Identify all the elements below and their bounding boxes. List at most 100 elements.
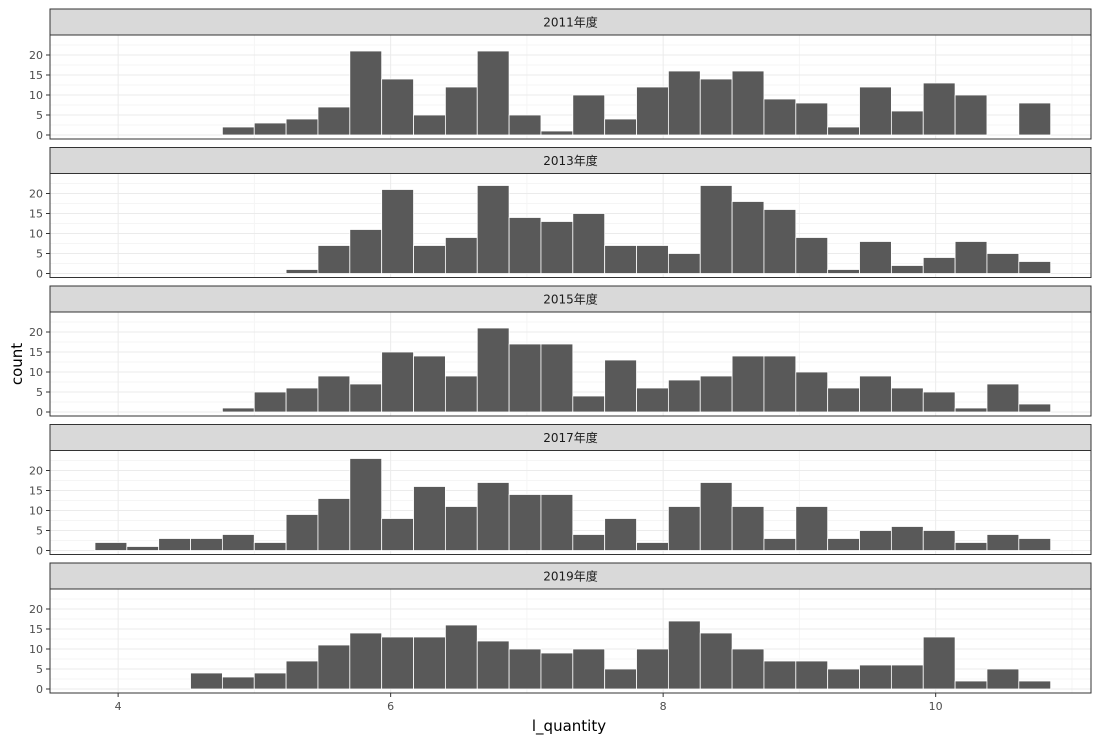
histogram-bar: [827, 387, 860, 413]
histogram-bar: [285, 118, 319, 136]
histogram-bar: [827, 269, 860, 274]
histogram-bar: [1018, 538, 1052, 551]
histogram-bar: [317, 375, 351, 413]
histogram-bar: [1018, 102, 1052, 136]
histogram-bar: [890, 526, 924, 551]
histogram-bar: [890, 664, 924, 690]
histogram-bar: [381, 78, 414, 136]
histogram-bar: [667, 506, 701, 551]
histogram-bar: [859, 86, 892, 136]
histogram-bar: [253, 542, 287, 551]
y-tick-label: 20: [29, 465, 43, 478]
histogram-bar: [413, 486, 446, 551]
histogram-bar: [1018, 680, 1052, 690]
histogram-bar: [763, 98, 797, 136]
histogram-bar: [795, 660, 829, 690]
y-tick-label: 5: [36, 663, 43, 676]
histogram-bar: [444, 375, 478, 413]
histogram-bar: [731, 648, 765, 690]
histogram-bar: [221, 534, 255, 551]
histogram-bar: [763, 538, 797, 551]
histogram-bar: [253, 672, 287, 690]
y-tick-label: 15: [29, 623, 43, 636]
histogram-bar: [731, 201, 765, 274]
panel-border: [49, 588, 1092, 694]
histogram-bar: [540, 343, 574, 413]
histogram-bar: [1018, 261, 1052, 274]
y-tick-label: 20: [29, 603, 43, 616]
histogram-bar: [540, 494, 574, 551]
histogram-bar: [572, 395, 606, 413]
y-tick-label: 10: [29, 643, 43, 656]
histogram-bar: [253, 391, 287, 413]
histogram-bar: [604, 668, 637, 690]
histogram-bar: [413, 355, 446, 413]
histogram-bar: [636, 245, 669, 274]
y-tick-label: 0: [36, 683, 43, 696]
y-tick-label: 0: [36, 545, 43, 558]
histogram-bar: [285, 387, 319, 413]
histogram-bar: [699, 375, 733, 413]
histogram-bar: [221, 407, 255, 413]
histogram-bar: [827, 668, 860, 690]
histogram-bar: [444, 506, 478, 551]
facet-strip: [49, 562, 1092, 590]
histogram-bar: [636, 648, 669, 690]
histogram-bar: [795, 371, 829, 413]
facet-panel: 2017年度 0 5 10 15 20: [29, 424, 1092, 558]
histogram-bar: [604, 518, 637, 551]
histogram-bar: [253, 122, 287, 136]
y-tick-label: 15: [29, 485, 43, 498]
y-tick-label: 0: [36, 406, 43, 419]
y-axis-title: count: [8, 343, 26, 385]
histogram-bar: [126, 546, 160, 551]
histogram-bar: [508, 217, 542, 274]
histogram-bar: [349, 229, 383, 274]
panel-border: [49, 450, 1092, 555]
histogram-bar: [317, 106, 351, 136]
histogram-bar: [540, 221, 574, 274]
histogram-bar: [317, 245, 351, 274]
y-tick-label: 10: [29, 505, 43, 518]
facet-strip-label: 2011年度: [543, 15, 598, 30]
x-tick-label: 6: [387, 700, 394, 713]
facet-strip-label: 2013年度: [543, 153, 598, 168]
histogram-bar: [508, 648, 542, 690]
histogram-bar: [381, 351, 414, 413]
histogram-bar: [859, 530, 892, 551]
histogram-bar: [667, 620, 701, 690]
histogram-bar: [190, 672, 223, 690]
y-tick-label: 15: [29, 208, 43, 221]
histogram-bar: [954, 542, 988, 551]
histogram-bar: [731, 70, 765, 136]
y-tick-label: 0: [36, 268, 43, 281]
histogram-bar: [572, 648, 606, 690]
x-axis-title: l_quantity: [532, 717, 606, 736]
histogram-bar: [349, 383, 383, 413]
facet-strip-label: 2015年度: [543, 292, 598, 307]
histogram-bar: [413, 636, 446, 690]
facet-panel: 2019年度 0 5 10 15 20: [29, 562, 1092, 696]
histogram-bar: [317, 498, 351, 551]
histogram-bar: [986, 668, 1020, 690]
histogram-bar: [476, 482, 510, 551]
histogram-bar: [890, 387, 924, 413]
facet-panel: 2011年度 0 5 10 15 20: [29, 8, 1092, 142]
histogram-bar: [699, 78, 733, 136]
histogram-bar: [508, 114, 542, 136]
histogram-bar: [190, 538, 223, 551]
facet-panel: 2015年度 0 5 10 15 20: [29, 285, 1092, 419]
histogram-bar: [699, 482, 733, 551]
histogram-bar: [349, 632, 383, 690]
histogram-bar: [349, 50, 383, 136]
histogram-bar: [731, 506, 765, 551]
histogram-bar: [221, 676, 255, 690]
histogram-bar: [476, 640, 510, 690]
histogram-bar: [604, 118, 637, 136]
histogram-bar: [954, 407, 988, 413]
histogram-bar: [699, 185, 733, 274]
histogram-bar: [890, 265, 924, 274]
panel-border: [49, 311, 1092, 417]
y-tick-label: 5: [36, 525, 43, 538]
